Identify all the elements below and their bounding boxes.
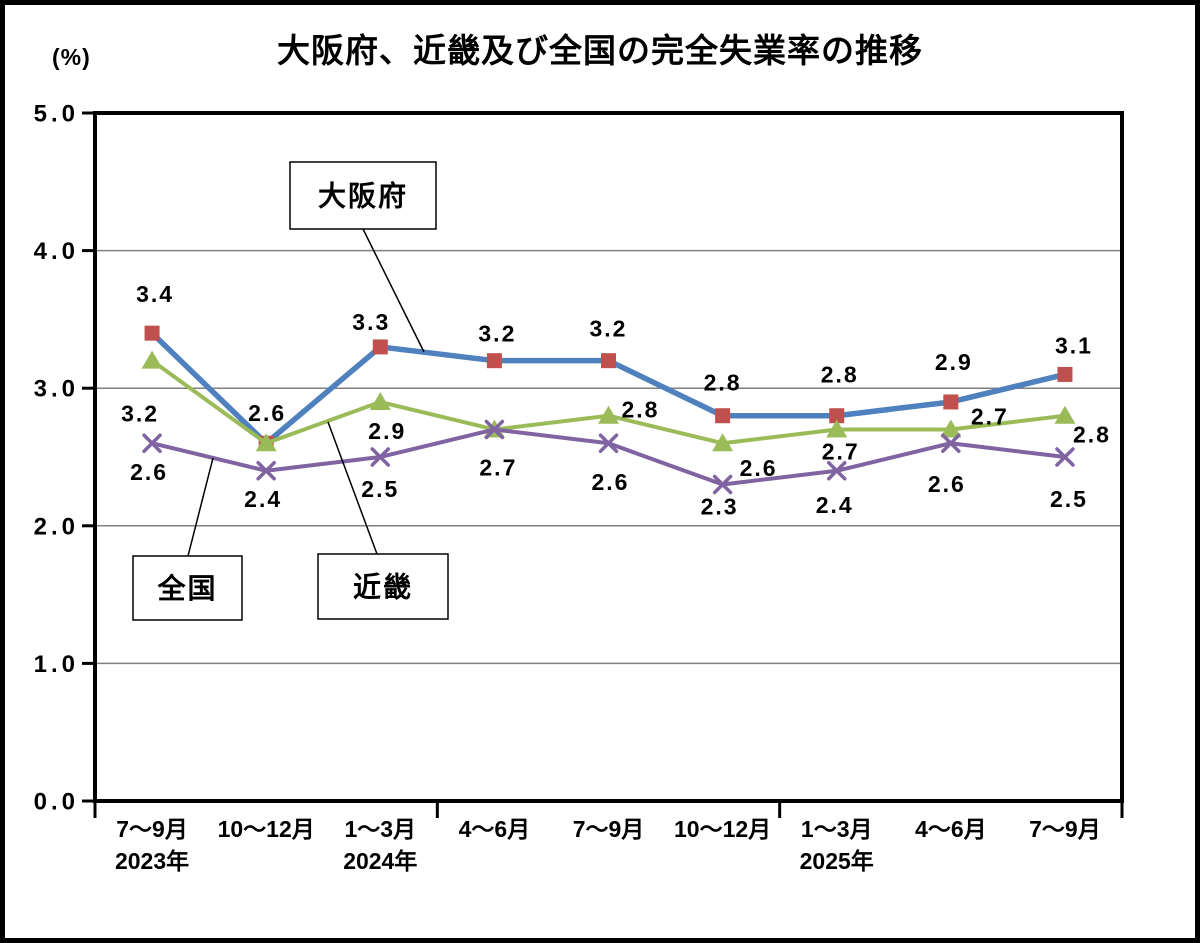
kinki-data-label: 2.7 (971, 403, 1009, 429)
kinki-data-label: 2.8 (1073, 422, 1111, 448)
y-axis-tick-label: 3.0 (34, 376, 79, 403)
osaka-marker (372, 339, 388, 355)
national-marker (484, 419, 505, 440)
national-marker (256, 461, 276, 481)
osaka-marker (486, 353, 502, 369)
osaka-data-label: 2.6 (248, 400, 286, 426)
plot-border (93, 111, 1124, 803)
national-data-label: 2.5 (1050, 486, 1088, 512)
national-data-label: 2.6 (928, 471, 966, 497)
national-marker (712, 474, 733, 495)
osaka-data-label: 3.3 (352, 309, 390, 335)
kinki-data-label: 3.2 (121, 401, 159, 427)
osaka-data-label: 3.2 (478, 321, 516, 347)
kinki-data-label: 2.9 (368, 418, 406, 444)
x-axis-label: 4〜6月 (915, 816, 987, 842)
osaka-marker (829, 408, 845, 424)
osaka-callout-label: 大阪府 (318, 180, 408, 212)
x-axis-label: 1〜3月 (344, 816, 416, 842)
kinki-marker (940, 419, 962, 438)
x-axis-label: 1〜3月 (801, 816, 873, 842)
kinki-marker (1054, 405, 1076, 424)
kinki-marker (255, 433, 277, 452)
national-marker (598, 433, 619, 453)
national-callout-label: 全国 (156, 572, 217, 604)
national-data-label: 2.6 (130, 459, 168, 485)
osaka-marker (715, 408, 731, 424)
national-data-label: 2.5 (361, 476, 399, 502)
national-data-label: 2.3 (701, 494, 739, 520)
osaka-marker (1057, 366, 1073, 382)
osaka-data-label: 2.9 (935, 349, 973, 375)
kinki-marker (712, 433, 734, 452)
national-callout-box (132, 555, 243, 621)
x-axis-year-label: 2025年 (800, 848, 874, 874)
x-axis-label: 7〜9月 (1029, 816, 1101, 842)
kinki-marker (141, 350, 163, 369)
national-callout-leader-line (187, 457, 214, 557)
y-axis-unit-label: (%) (52, 44, 91, 70)
y-axis-tick-label: 0.0 (34, 789, 79, 816)
osaka-data-label: 2.8 (704, 370, 742, 396)
osaka-marker (943, 394, 959, 410)
osaka-marker (144, 325, 160, 341)
osaka-callout-box (289, 161, 437, 230)
y-axis-tick-label: 5.0 (34, 101, 79, 128)
kinki-callout-label: 近畿 (353, 572, 413, 603)
osaka-marker (601, 353, 616, 369)
osaka-data-label: 3.2 (590, 316, 628, 342)
x-axis-label: 7〜9月 (116, 816, 188, 842)
national-marker (1055, 447, 1075, 467)
x-axis-year-label: 2024年 (343, 848, 417, 874)
y-axis-tick-label: 4.0 (34, 238, 79, 265)
chart-title: 大阪府、近畿及び全国の完全失業率の推移 (277, 32, 923, 69)
x-axis-label: 7〜9月 (573, 816, 645, 842)
x-axis-label: 10〜12月 (674, 816, 771, 842)
x-axis-year-label: 2023年 (115, 848, 189, 874)
national-data-label: 2.4 (244, 486, 282, 512)
osaka-data-label: 3.1 (1055, 332, 1093, 358)
x-axis-label: 10〜12月 (218, 816, 315, 842)
osaka-data-label: 3.4 (136, 281, 174, 307)
kinki-marker (369, 391, 391, 410)
kinki-callout-box (317, 553, 449, 620)
x-axis-label: 4〜6月 (459, 816, 531, 842)
osaka-data-label: 2.8 (821, 362, 859, 388)
kinki-marker (598, 405, 619, 424)
y-axis-tick-label: 1.0 (34, 651, 79, 678)
national-marker (826, 461, 847, 481)
osaka-callout-leader-line (362, 228, 425, 353)
y-axis-tick-label: 2.0 (34, 513, 79, 540)
national-marker (142, 433, 162, 453)
national-data-label: 2.4 (816, 492, 854, 518)
kinki-data-label: 2.7 (822, 438, 860, 464)
national-marker (370, 447, 391, 467)
national-data-label: 2.7 (479, 454, 517, 480)
national-marker (941, 433, 961, 453)
kinki-marker (826, 419, 848, 438)
kinki-callout-leader-line (327, 421, 378, 555)
kinki-data-label: 2.8 (622, 397, 660, 423)
national-data-label: 2.6 (592, 469, 630, 495)
